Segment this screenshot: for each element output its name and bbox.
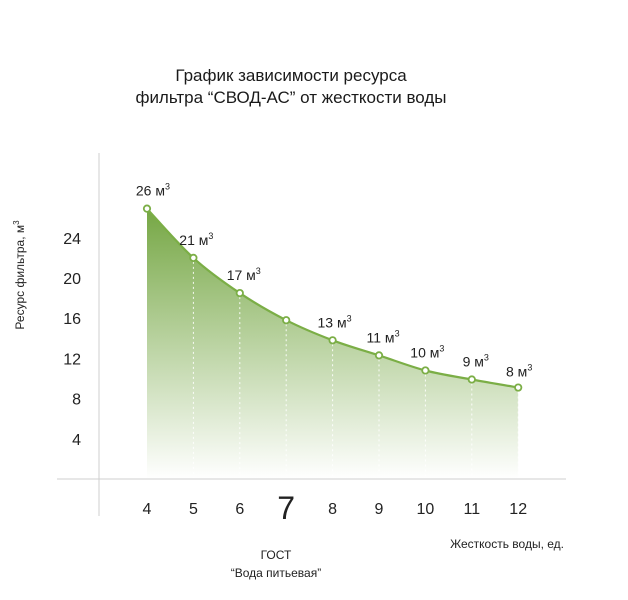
gost-standard-name: “Вода питьевая” <box>231 566 321 580</box>
y-axis-title: Ресурс фильтра, м3 <box>12 220 27 330</box>
data-label-8: 13 м3 <box>318 313 352 330</box>
data-label-10: 10 м3 <box>410 343 444 360</box>
chart-title-line-1: График зависимости ресурса <box>175 66 407 85</box>
data-point-5 <box>189 253 198 262</box>
data-label-6: 17 м3 <box>227 266 261 283</box>
data-point-11 <box>467 375 476 384</box>
marker-layer <box>142 204 523 392</box>
gost-label: ГОСТ <box>261 548 292 562</box>
y-tick-layer: 4 8 12 16 20 24 <box>63 231 81 449</box>
y-tick-label-16: 16 <box>63 311 81 328</box>
data-point-8 <box>328 336 337 345</box>
data-label-12: 8 м3 <box>506 363 532 380</box>
data-point-7 <box>282 316 291 325</box>
data-point-6 <box>235 288 244 298</box>
y-tick-label-20: 20 <box>63 271 81 288</box>
drop-lines-layer <box>192 261 519 479</box>
data-label-11: 9 м3 <box>463 353 489 370</box>
x-tick-label-11: 11 <box>463 501 480 518</box>
x-tick-layer: 4 5 6 7 8 9 10 11 12 <box>143 490 528 526</box>
data-point-4 <box>142 204 152 213</box>
y-tick-label-24: 24 <box>63 231 81 248</box>
data-label-5: 21 м3 <box>179 231 213 248</box>
y-tick-label-12: 12 <box>63 351 81 368</box>
data-label-9: 11 м3 <box>367 328 400 345</box>
x-tick-label-9: 9 <box>375 501 384 518</box>
x-tick-label-4: 4 <box>143 501 152 518</box>
data-label-4: 26 м3 <box>136 182 170 199</box>
data-point-10 <box>421 366 430 375</box>
data-point-9 <box>374 351 384 360</box>
chart-title-line-2: фильтра “СВОД-АС” от жесткости воды <box>135 88 446 107</box>
x-tick-label-8: 8 <box>328 501 337 518</box>
data-point-12 <box>514 383 523 392</box>
x-tick-label-10: 10 <box>417 501 435 518</box>
x-tick-label-7: 7 <box>277 490 295 526</box>
x-tick-label-6: 6 <box>235 501 244 518</box>
x-tick-label-12: 12 <box>509 501 527 518</box>
y-tick-label-4: 4 <box>72 432 81 449</box>
y-tick-label-8: 8 <box>72 392 81 409</box>
x-tick-label-5: 5 <box>189 501 198 518</box>
x-axis-title: Жесткость воды, ед. <box>450 537 564 551</box>
